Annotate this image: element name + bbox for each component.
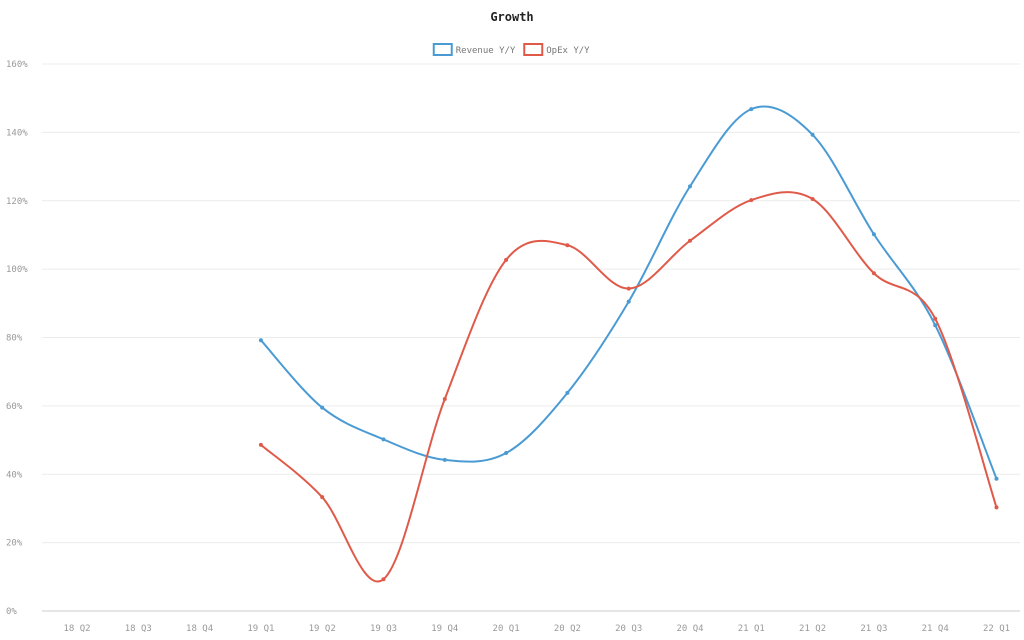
data-point — [442, 457, 447, 462]
data-point — [749, 198, 754, 203]
chart-title: Growth — [490, 10, 533, 24]
data-point — [258, 338, 263, 343]
legend-label: Revenue Y/Y — [456, 46, 516, 56]
data-point — [320, 495, 325, 500]
data-point — [381, 577, 386, 582]
data-point — [504, 451, 509, 456]
data-point — [258, 442, 263, 447]
data-point — [565, 243, 570, 248]
x-tick-label: 18 Q4 — [186, 624, 213, 634]
y-tick-label: 60% — [6, 402, 23, 412]
x-tick-label: 19 Q3 — [370, 624, 397, 634]
data-point — [994, 505, 999, 510]
series-points — [258, 107, 999, 582]
y-tick-label: 40% — [6, 470, 23, 480]
x-tick-label: 21 Q3 — [860, 624, 887, 634]
x-tick-label: 20 Q2 — [554, 624, 581, 634]
y-axis-ticks: 0% 20% 40% 60% 80% 100% 120% 140% 160% — [6, 60, 28, 617]
data-point — [381, 437, 386, 442]
data-point — [994, 476, 999, 481]
y-tick-label: 0% — [6, 607, 17, 617]
data-point — [626, 286, 631, 291]
legend-swatch — [432, 43, 453, 56]
x-tick-label: 19 Q4 — [431, 624, 458, 634]
x-tick-label: 19 Q1 — [247, 624, 274, 634]
data-point — [871, 271, 876, 276]
y-tick-label: 160% — [6, 60, 28, 70]
x-axis-ticks: 18 Q2 18 Q3 18 Q4 19 Q1 19 Q2 19 Q3 19 Q4 20 Q1… — [63, 624, 1010, 634]
data-point — [565, 390, 570, 395]
x-tick-label: 21 Q4 — [922, 624, 949, 634]
data-point — [749, 107, 754, 112]
series-line-0 — [260, 105, 998, 480]
data-point — [504, 257, 509, 262]
data-point — [442, 397, 447, 402]
data-point — [933, 316, 938, 321]
y-tick-label: 140% — [6, 128, 28, 138]
data-point — [871, 232, 876, 237]
x-tick-label: 20 Q1 — [493, 624, 520, 634]
x-tick-label: 19 Q2 — [309, 624, 336, 634]
data-point — [688, 238, 692, 243]
data-point — [810, 132, 815, 137]
legend-swatch — [523, 43, 544, 56]
x-tick-label: 21 Q2 — [799, 624, 826, 634]
data-point — [688, 184, 692, 189]
grid-lines — [42, 63, 1020, 612]
y-tick-label: 100% — [6, 265, 28, 275]
x-tick-label: 18 Q2 — [63, 624, 90, 634]
x-tick-label: 20 Q4 — [676, 624, 703, 634]
y-tick-label: 120% — [6, 197, 28, 207]
x-tick-label: 21 Q1 — [738, 624, 765, 634]
x-tick-label: 22 Q1 — [983, 624, 1010, 634]
data-point — [626, 299, 631, 304]
legend: Revenue Y/Y OpEx Y/Y — [432, 43, 590, 56]
x-tick-label: 20 Q3 — [615, 624, 642, 634]
x-tick-label: 18 Q3 — [125, 624, 152, 634]
data-point — [933, 323, 938, 328]
legend-label: OpEx Y/Y — [546, 46, 590, 56]
data-point — [810, 197, 815, 202]
data-point — [320, 405, 325, 410]
series-lines — [260, 105, 998, 583]
y-tick-label: 80% — [6, 334, 23, 344]
y-tick-label: 20% — [6, 539, 23, 549]
